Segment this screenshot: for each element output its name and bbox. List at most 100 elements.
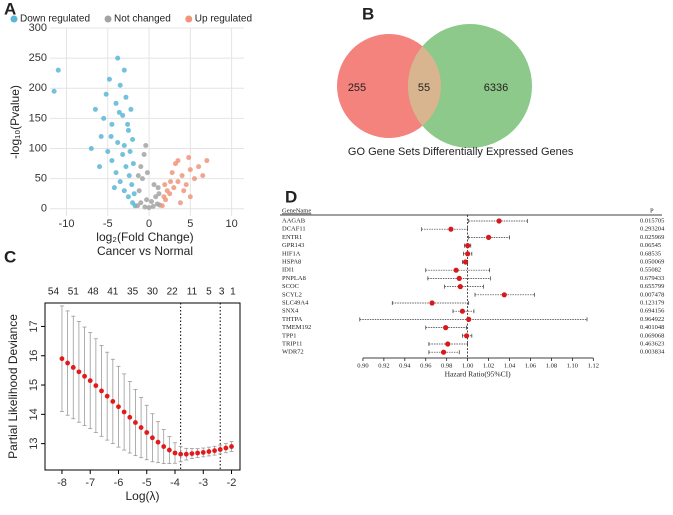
region-count: 55 (418, 82, 430, 94)
point (125, 194, 131, 200)
top-tick-label: 3 (219, 287, 225, 298)
point (111, 185, 117, 191)
hr-point (464, 333, 470, 339)
y-tick-label: 150 (29, 112, 47, 124)
point (200, 450, 206, 455)
x-tick-label: -7 (85, 477, 95, 489)
point (187, 167, 193, 173)
row-label: THTPA (282, 316, 303, 323)
top-tick-label: 48 (87, 287, 99, 298)
y-tick-label: 16 (28, 350, 40, 362)
y-axis-label: Partial Likelihood Deviance (6, 314, 20, 459)
p-value: 0.003834 (640, 349, 665, 356)
row-label: HSPA8 (282, 258, 301, 265)
point (136, 188, 142, 194)
x-tick-label: 1.00 (462, 362, 473, 369)
top-tick-label: 22 (167, 287, 179, 298)
row-label: PNPLA8 (282, 275, 306, 282)
x-tick-label: 1.04 (504, 362, 516, 369)
row-label: TRIP11 (282, 340, 302, 347)
point (171, 185, 177, 191)
legend-marker (104, 15, 112, 23)
point (126, 173, 132, 179)
point (142, 204, 148, 210)
point (99, 388, 104, 394)
row-label: SNX4 (282, 308, 299, 315)
point (129, 182, 135, 188)
point (196, 164, 202, 170)
y-tick-label: 14 (28, 408, 40, 420)
top-tick-label: 41 (107, 287, 119, 298)
legend-label: Up regulated (195, 14, 252, 25)
row-label: TPP1 (282, 332, 296, 339)
point (117, 82, 123, 88)
p-value: 0.123179 (640, 299, 664, 306)
point (149, 199, 155, 205)
point (76, 369, 82, 375)
x-tick-label: -6 (114, 477, 124, 489)
p-value: 0.679433 (640, 275, 664, 282)
point (177, 200, 183, 206)
point (229, 444, 234, 449)
point (217, 447, 223, 452)
x-tick-label: -5 (142, 477, 152, 489)
x-axis-label: log₂(Fold Change) (96, 230, 193, 244)
point (144, 430, 150, 435)
point (191, 176, 197, 182)
point (130, 161, 136, 167)
x-tick-label: -5 (103, 218, 113, 230)
point (120, 152, 126, 158)
point (146, 205, 152, 211)
hr-point (445, 341, 451, 347)
y-tick-label: 17 (28, 320, 40, 332)
point (164, 188, 170, 194)
x-tick-label: 0.96 (420, 362, 432, 369)
row-label: IDI1 (282, 267, 294, 274)
point (121, 143, 127, 148)
point (155, 439, 161, 445)
point (127, 414, 133, 420)
point (103, 91, 109, 97)
p-value: 0.55082 (640, 267, 661, 274)
set-label: GO Gene Sets (348, 146, 421, 158)
point (51, 88, 57, 94)
hr-point (459, 308, 466, 314)
point (123, 164, 129, 170)
top-tick-label: 5 (206, 287, 212, 298)
hr-point (453, 267, 459, 273)
x-tick-label: 0 (146, 218, 152, 230)
point (115, 55, 121, 61)
hr-point (496, 218, 502, 224)
p-value: 0.655799 (640, 283, 664, 290)
hr-point (501, 292, 507, 298)
hr-point (485, 234, 492, 240)
point (109, 158, 115, 164)
point (183, 451, 189, 457)
point (139, 176, 145, 182)
point (206, 449, 212, 454)
point (186, 155, 192, 161)
point (135, 203, 141, 209)
set-circle (408, 24, 532, 148)
point (127, 149, 133, 155)
row-label: GPR143 (282, 242, 304, 249)
column-header: P (650, 207, 654, 214)
x-axis-label: Hazard Ratio(95%CI) (445, 370, 512, 379)
x-tick-label: 1.12 (588, 362, 599, 369)
legend-label: Not changed (114, 14, 171, 25)
point (108, 133, 114, 139)
point (156, 191, 162, 197)
hr-point (465, 243, 471, 249)
point (204, 158, 210, 164)
point (109, 121, 115, 127)
point (131, 191, 137, 197)
y-tick-label: 250 (29, 52, 47, 64)
point (153, 194, 159, 200)
point (161, 194, 167, 200)
point (178, 451, 184, 457)
y-tick-label: 15 (28, 379, 40, 391)
x-tick-label: -8 (57, 477, 67, 489)
y-tick-label: 200 (29, 82, 47, 94)
point (212, 448, 217, 454)
